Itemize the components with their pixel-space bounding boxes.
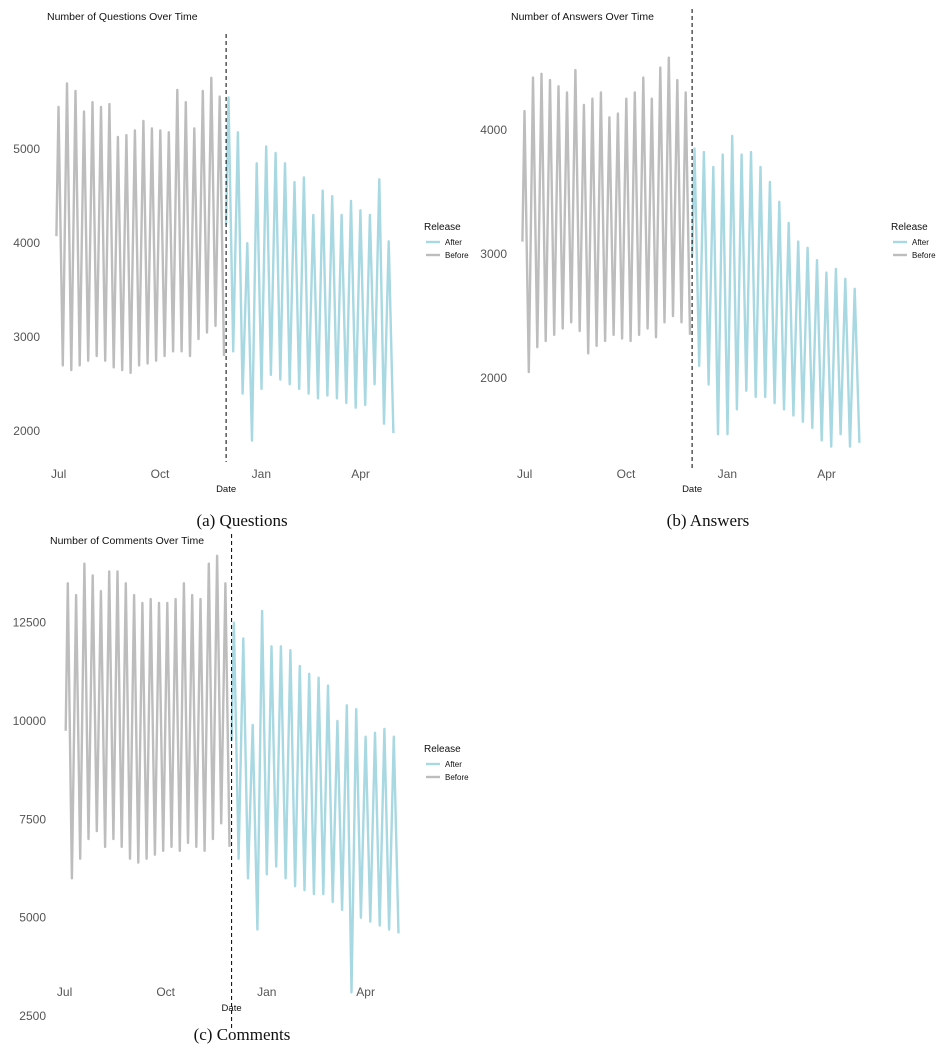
comments-chart: Number of Comments Over Time 2500 5000 7500… [13,534,469,1028]
legend-label-before: Before [912,251,936,260]
caption-comments: (c) Comments [194,1025,291,1044]
x-tick-label: Apr [356,985,375,999]
chart-title: Number of Comments Over Time [50,535,204,547]
x-tick-label: Apr [817,467,836,481]
answers-chart: Number of Answers Over Time 2000 3000 4000 J… [480,9,936,495]
y-tick-label: 4000 [13,236,40,250]
y-tick-label: 2000 [480,371,507,385]
x-tick-label: Jul [51,467,66,481]
y-tick-label: 5000 [13,142,40,156]
legend-title: Release [424,222,461,233]
series-line-after [224,96,395,442]
series-line-before [64,554,231,880]
legend-label-after: After [445,760,462,769]
chart-title: Number of Questions Over Time [47,11,198,23]
x-tick-label: Jul [517,467,532,481]
x-tick-label: Jan [252,467,271,481]
series-line-after [690,134,861,448]
caption-questions: (a) Questions [196,511,287,530]
y-tick-label: 10000 [13,714,47,728]
y-tick-label: 3000 [13,330,40,344]
y-tick-label: 12500 [13,616,47,630]
x-tick-label: Oct [156,985,175,999]
y-tick-label: 2500 [19,1009,46,1023]
x-axis-label: Date [682,484,702,495]
y-tick-label: 3000 [480,247,507,261]
series-line-after [230,609,400,994]
x-axis-label: Date [216,484,236,495]
y-tick-label: 7500 [19,812,46,826]
legend-title: Release [424,744,461,755]
legend-label-after: After [445,238,462,247]
x-tick-label: Jan [718,467,737,481]
y-tick-label: 2000 [13,424,40,438]
legend-label-after: After [912,238,929,247]
x-axis-label: Date [222,1003,242,1014]
y-tick-label: 5000 [19,911,46,925]
caption-answers: (b) Answers [667,511,750,530]
series-line-before [55,76,226,375]
legend-label-before: Before [445,773,469,782]
series-line-before [521,56,692,374]
x-tick-label: Jul [57,985,72,999]
x-tick-label: Oct [151,467,170,481]
y-tick-label: 4000 [480,123,507,137]
chart-title: Number of Answers Over Time [511,11,654,23]
x-tick-label: Jan [257,985,276,999]
x-tick-label: Apr [351,467,370,481]
legend-label-before: Before [445,251,469,260]
legend-title: Release [891,222,928,233]
questions-chart: Number of Questions Over Time 2000 3000 400… [13,11,469,495]
x-tick-label: Oct [617,467,636,481]
